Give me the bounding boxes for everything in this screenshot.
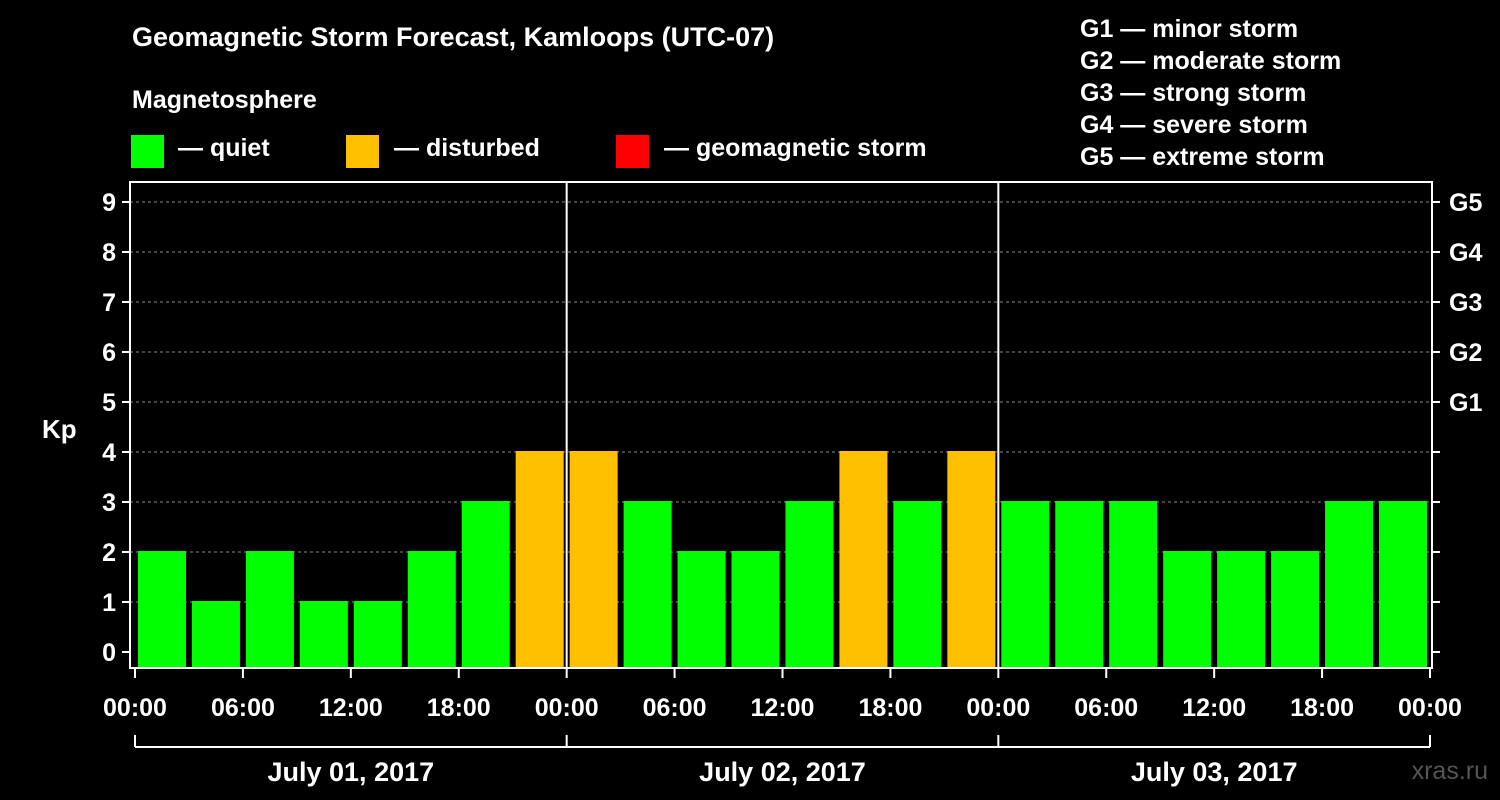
x-tick-label: 06:00 xyxy=(1074,694,1138,722)
y-tick-label: 7 xyxy=(102,289,116,317)
disturbed-swatch xyxy=(346,135,379,168)
kp-bar xyxy=(299,601,348,668)
g-scale-g2: G2 — moderate storm xyxy=(1080,47,1342,75)
watermark: xras.ru xyxy=(1411,757,1488,785)
kp-bar xyxy=(1379,501,1428,668)
g-tick-label: G1 xyxy=(1449,389,1482,417)
kp-bar xyxy=(407,551,456,668)
y-tick-label: 5 xyxy=(102,389,116,417)
y-tick-label: 4 xyxy=(102,439,116,467)
kp-bar xyxy=(1271,551,1320,668)
x-tick-label: 18:00 xyxy=(1290,694,1354,722)
g-tick-label: G2 xyxy=(1449,339,1482,367)
day-label: July 03, 2017 xyxy=(1131,757,1298,787)
y-axis-label: Kp xyxy=(42,414,77,444)
g-tick-label: G3 xyxy=(1449,289,1482,317)
kp-bar xyxy=(461,501,510,668)
day-label: July 01, 2017 xyxy=(268,757,435,787)
y-tick-label: 2 xyxy=(102,539,116,567)
y-tick-label: 9 xyxy=(102,189,116,217)
y-tick-label: 3 xyxy=(102,489,116,517)
kp-bar xyxy=(569,451,618,668)
kp-bar xyxy=(731,551,780,668)
g-scale-g5: G5 — extreme storm xyxy=(1080,143,1325,171)
legend-quiet-label: — quiet xyxy=(178,134,270,162)
y-tick-label: 8 xyxy=(102,239,116,267)
kp-bar xyxy=(623,501,672,668)
g-scale-g3: G3 — strong storm xyxy=(1080,79,1307,107)
chart-title: Geomagnetic Storm Forecast, Kamloops (UT… xyxy=(132,22,775,52)
x-tick-label: 06:00 xyxy=(643,694,707,722)
kp-bar xyxy=(1325,501,1374,668)
plot-frame xyxy=(129,181,1433,669)
kp-bar xyxy=(677,551,726,668)
legend-disturbed-label: — disturbed xyxy=(394,134,540,162)
kp-bar xyxy=(785,501,834,668)
y-tick-label: 1 xyxy=(102,589,116,617)
magnetosphere-label: Magnetosphere xyxy=(132,86,317,114)
kp-bar xyxy=(947,451,996,668)
legend-storm-label: — geomagnetic storm xyxy=(664,134,927,162)
storm-swatch xyxy=(616,135,649,168)
g-scale-g4: G4 — severe storm xyxy=(1080,111,1308,139)
kp-bar xyxy=(353,601,402,668)
x-tick-label: 12:00 xyxy=(319,694,383,722)
x-tick-label: 12:00 xyxy=(751,694,815,722)
x-tick-label: 06:00 xyxy=(211,694,275,722)
x-tick-label: 12:00 xyxy=(1182,694,1246,722)
kp-bar xyxy=(1055,501,1104,668)
kp-bar xyxy=(245,551,294,668)
kp-bar xyxy=(893,501,942,668)
x-tick-label: 00:00 xyxy=(103,694,167,722)
y-tick-label: 6 xyxy=(102,339,116,367)
g-tick-label: G5 xyxy=(1449,189,1482,217)
kp-bar xyxy=(137,551,186,668)
kp-bar xyxy=(191,601,240,668)
kp-bar xyxy=(839,451,888,668)
kp-bar xyxy=(1001,501,1050,668)
kp-bar xyxy=(515,451,564,668)
quiet-swatch xyxy=(131,135,164,168)
x-tick-label: 00:00 xyxy=(1398,694,1462,722)
g-tick-label: G4 xyxy=(1449,239,1482,267)
x-tick-label: 00:00 xyxy=(966,694,1030,722)
x-tick-label: 18:00 xyxy=(427,694,491,722)
kp-bar xyxy=(1109,501,1158,668)
x-tick-label: 00:00 xyxy=(535,694,599,722)
y-tick-label: 0 xyxy=(102,639,116,667)
kp-bar xyxy=(1217,551,1266,668)
kp-bar xyxy=(1163,551,1212,668)
day-label: July 02, 2017 xyxy=(699,757,866,787)
x-tick-label: 18:00 xyxy=(858,694,922,722)
g-scale-g1: G1 — minor storm xyxy=(1080,15,1299,43)
